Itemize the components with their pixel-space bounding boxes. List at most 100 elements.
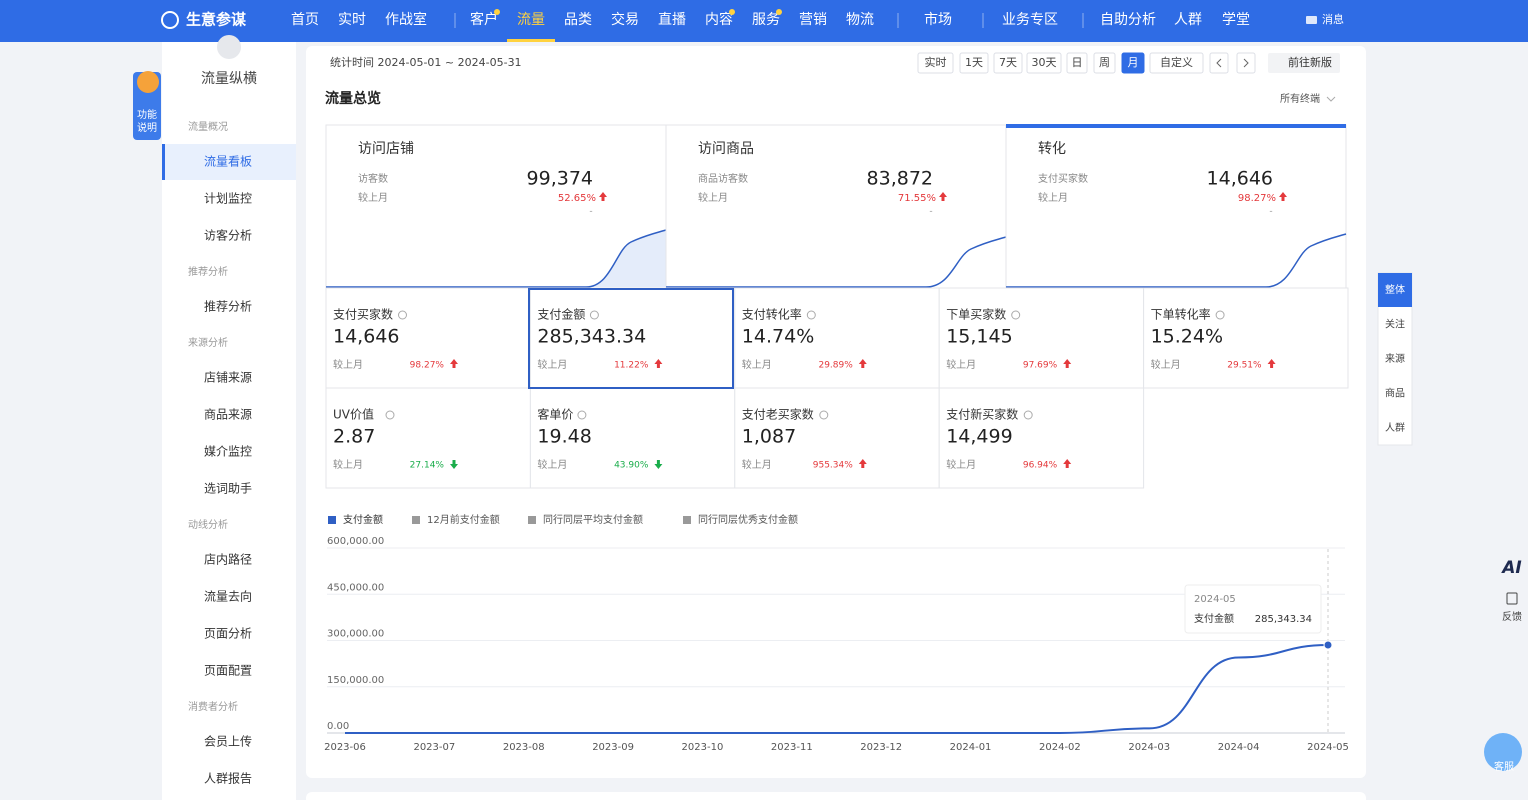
nav-item[interactable]: 营销 [799, 12, 827, 28]
metric-compare: 较上月 [1151, 358, 1181, 371]
card-sparkline [666, 236, 1007, 288]
nav-item[interactable]: 学堂 [1222, 12, 1250, 28]
period-button[interactable] [959, 52, 989, 74]
metric-cell[interactable] [529, 287, 736, 389]
overview-card[interactable] [665, 124, 1007, 289]
overview-card[interactable] [325, 124, 667, 289]
side-tab[interactable]: 关注 [1385, 318, 1405, 331]
sidebar-item[interactable]: 店内路径 [204, 552, 252, 567]
help-icon [398, 310, 407, 320]
side-tab[interactable]: 人群 [1385, 421, 1405, 434]
period-button[interactable] [1066, 52, 1088, 74]
nav-item[interactable]: 首页 [291, 12, 319, 28]
x-tick-label: 2023-12 [860, 742, 902, 753]
card-metric: 商品访客数 [698, 172, 748, 185]
nav-item[interactable]: 服务 [752, 12, 780, 28]
nav-item[interactable]: 客户 [470, 11, 498, 28]
period-label[interactable]: 1天 [965, 56, 983, 69]
period-label[interactable]: 30天 [1032, 56, 1057, 69]
period-label[interactable]: 7天 [999, 56, 1017, 69]
nav-item[interactable]: 业务专区 [1002, 12, 1058, 28]
help-icon [1215, 310, 1225, 320]
period-label[interactable]: 月 [1128, 56, 1139, 69]
metric-change: 29.89% [818, 361, 853, 371]
metric-cell[interactable] [325, 287, 531, 389]
metric-selected [528, 288, 734, 389]
metric-cell[interactable] [734, 287, 940, 389]
sidebar-item[interactable]: 选词助手 [204, 482, 252, 496]
legend-label-inactive[interactable]: 12月前支付金额 [427, 513, 500, 526]
side-tab[interactable]: 商品 [1385, 387, 1405, 400]
card-metric: 访客数 [358, 172, 388, 185]
message[interactable]: 消息 [1322, 12, 1344, 26]
period-button[interactable] [1121, 52, 1145, 74]
ai-button[interactable]: AI [1500, 558, 1521, 578]
card-prev: - [929, 207, 932, 217]
sidebar-item[interactable]: 页面分析 [204, 627, 252, 641]
sidebar-item[interactable]: 店铺来源 [204, 371, 252, 385]
metric-cell[interactable] [938, 387, 1145, 489]
sidebar-item[interactable]: 页面配置 [204, 664, 252, 678]
sidebar-item[interactable]: 人群报告 [204, 771, 252, 786]
period-button[interactable] [1149, 52, 1204, 74]
period-button[interactable] [1026, 52, 1062, 74]
overview-card[interactable] [1005, 124, 1347, 289]
sidebar-item[interactable]: 商品来源 [204, 407, 252, 422]
metric-change: 29.51% [1227, 361, 1262, 371]
card-prev: - [1269, 207, 1272, 217]
sidebar-item[interactable]: 流量去向 [204, 589, 252, 604]
sidebar-item[interactable]: 媒介监控 [204, 445, 252, 459]
metric-name: 支付金额 [537, 307, 585, 322]
card-change: 71.55% [898, 193, 936, 204]
pager-button[interactable] [1209, 52, 1229, 74]
legend-label-inactive[interactable]: 同行同层平均支付金额 [543, 513, 643, 526]
card-prev: - [589, 207, 592, 217]
metric-cell[interactable] [734, 387, 940, 489]
card-change: 98.27% [1238, 193, 1276, 204]
side-tab[interactable]: 来源 [1385, 352, 1405, 365]
sidebar-item[interactable]: 计划监控 [204, 192, 252, 206]
period-label[interactable]: 日 [1072, 56, 1083, 69]
service-bot[interactable] [1484, 733, 1522, 771]
period-label[interactable]: 自定义 [1160, 55, 1193, 69]
metric-cell[interactable] [325, 387, 531, 489]
nav-item[interactable]: 交易 [611, 11, 639, 28]
message-icon [1306, 16, 1317, 24]
nav-item[interactable]: 市场 [924, 11, 952, 28]
feedback[interactable]: 反馈 [1502, 610, 1522, 623]
period-label[interactable]: 实时 [925, 55, 947, 69]
new-version[interactable]: 前往新版 [1288, 55, 1332, 69]
metric-change: 98.27% [410, 361, 445, 371]
metric-cell[interactable] [529, 387, 736, 489]
card-value: 99,374 [527, 168, 593, 190]
period-button[interactable] [993, 52, 1023, 74]
nav-item[interactable]: 直播 [658, 11, 686, 28]
nav-item[interactable]: 品类 [564, 12, 592, 28]
sidebar-item[interactable]: 推荐分析 [204, 300, 252, 314]
new-version-button[interactable] [1268, 53, 1340, 73]
nav-item[interactable]: 实时 [338, 12, 366, 28]
sidebar-item[interactable]: 会员上传 [204, 734, 252, 749]
metric-name: 客单价 [537, 407, 573, 422]
nav-item[interactable]: 物流 [846, 12, 874, 28]
service[interactable]: 客服 [1494, 760, 1514, 773]
nav-item[interactable]: 人群 [1174, 12, 1202, 28]
metric-compare: 较上月 [537, 458, 567, 471]
nav-item[interactable]: 作战室 [385, 11, 427, 28]
period-label[interactable]: 周 [1099, 56, 1110, 69]
metric-compare: 较上月 [742, 358, 772, 371]
period-button[interactable] [917, 52, 954, 74]
legend-label[interactable]: 支付金额 [343, 513, 383, 526]
sidebar-item[interactable]: 流量看板 [204, 155, 252, 169]
legend-label-inactive[interactable]: 同行同层优秀支付金额 [698, 513, 798, 526]
nav-item[interactable]: 流量 [517, 12, 545, 28]
nav-item[interactable]: 自助分析 [1100, 12, 1156, 28]
side-tab[interactable]: 整体 [1385, 283, 1405, 296]
sidebar-item[interactable]: 访客分析 [204, 228, 252, 243]
terminal-select[interactable]: 所有终端 [1280, 92, 1320, 105]
nav-item[interactable]: 内容 [705, 11, 733, 28]
metric-cell[interactable] [1143, 287, 1349, 389]
pager-button[interactable] [1236, 52, 1256, 74]
period-button[interactable] [1093, 52, 1116, 74]
